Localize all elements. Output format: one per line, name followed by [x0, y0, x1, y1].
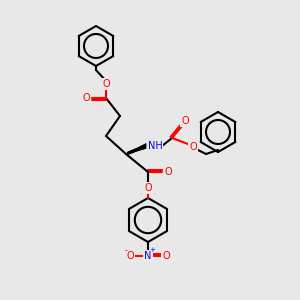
Text: O: O — [102, 79, 110, 89]
Text: O: O — [189, 142, 197, 152]
Text: O: O — [162, 251, 170, 261]
Text: NH: NH — [148, 141, 162, 151]
Text: +: + — [149, 247, 155, 253]
Text: O: O — [82, 93, 90, 103]
Text: O: O — [144, 183, 152, 193]
Text: O: O — [164, 167, 172, 177]
Polygon shape — [126, 143, 146, 154]
Text: O: O — [126, 251, 134, 261]
Text: O: O — [181, 116, 189, 126]
Text: -: - — [124, 247, 128, 256]
Text: N: N — [144, 251, 152, 261]
